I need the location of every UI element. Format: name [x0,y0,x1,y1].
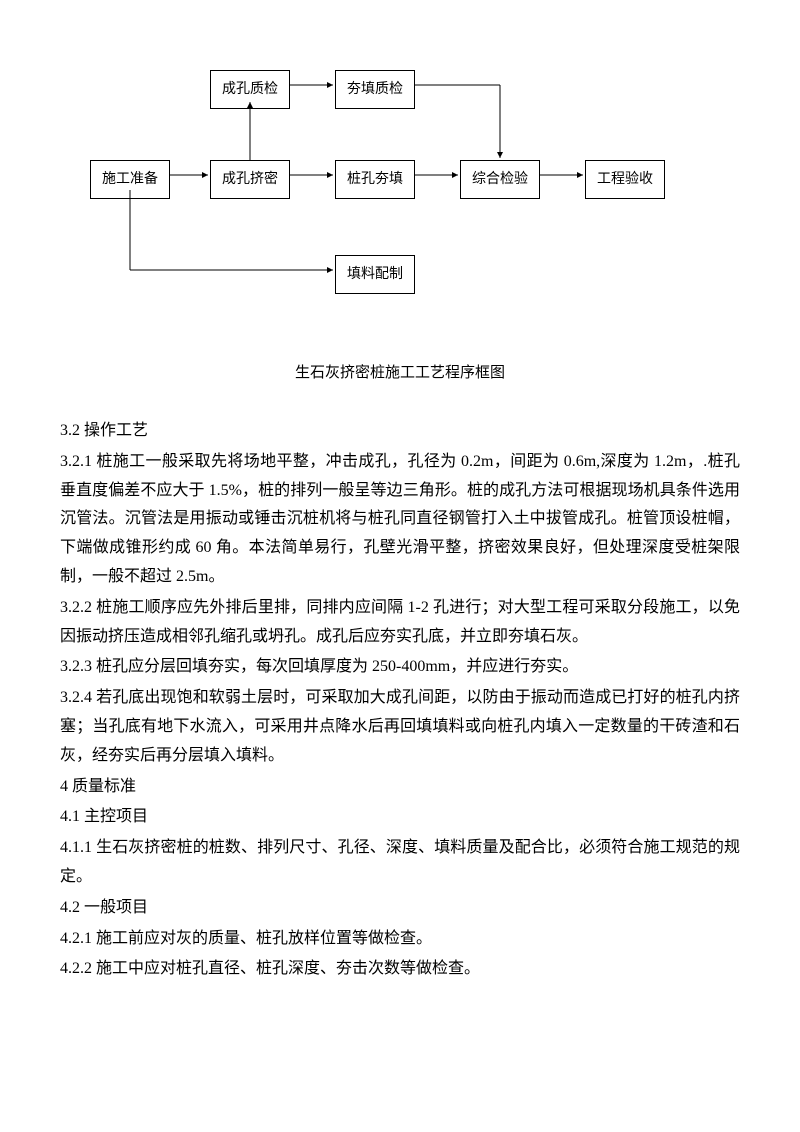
node-prepare: 施工准备 [90,160,170,199]
para-3-2-4: 3.2.4 若孔底出现饱和软弱土层时，可采取加大成孔间距，以防由于振动而造成已打… [60,684,740,770]
para-4-1-1: 4.1.1 生石灰挤密桩的桩数、排列尺寸、孔径、深度、填料质量及配合比，必须符合… [60,834,740,892]
node-pile-fill: 桩孔夯填 [335,160,415,199]
node-acceptance: 工程验收 [585,160,665,199]
process-flowchart: 成孔质检 夯填质检 施工准备 成孔挤密 桩孔夯填 综合检验 工程验收 填料配制 [90,60,710,340]
heading-3-2: 3.2 操作工艺 [60,417,740,446]
document-body: 3.2 操作工艺 3.2.1 桩施工一般采取先将场地平整，冲击成孔，孔径为 0.… [60,417,740,984]
node-hole-inspect: 成孔质检 [210,70,290,109]
para-3-2-3: 3.2.3 桩孔应分层回填夯实，每次回填厚度为 250-400mm，并应进行夯实… [60,653,740,682]
heading-4: 4 质量标准 [60,773,740,802]
node-material-prep: 填料配制 [335,255,415,294]
node-hole-compact: 成孔挤密 [210,160,290,199]
node-comprehensive: 综合检验 [460,160,540,199]
para-4-2-2: 4.2.2 施工中应对桩孔直径、桩孔深度、夯击次数等做检查。 [60,955,740,984]
para-3-2-2: 3.2.2 桩施工顺序应先外排后里排，同排内应间隔 1-2 孔进行；对大型工程可… [60,594,740,652]
para-3-2-1: 3.2.1 桩施工一般采取先将场地平整，冲击成孔，孔径为 0.2m，间距为 0.… [60,448,740,592]
node-fill-inspect: 夯填质检 [335,70,415,109]
heading-4-1: 4.1 主控项目 [60,803,740,832]
heading-4-2: 4.2 一般项目 [60,894,740,923]
para-4-2-1: 4.2.1 施工前应对灰的质量、桩孔放样位置等做检查。 [60,925,740,954]
flowchart-caption: 生石灰挤密桩施工工艺程序框图 [60,360,740,387]
